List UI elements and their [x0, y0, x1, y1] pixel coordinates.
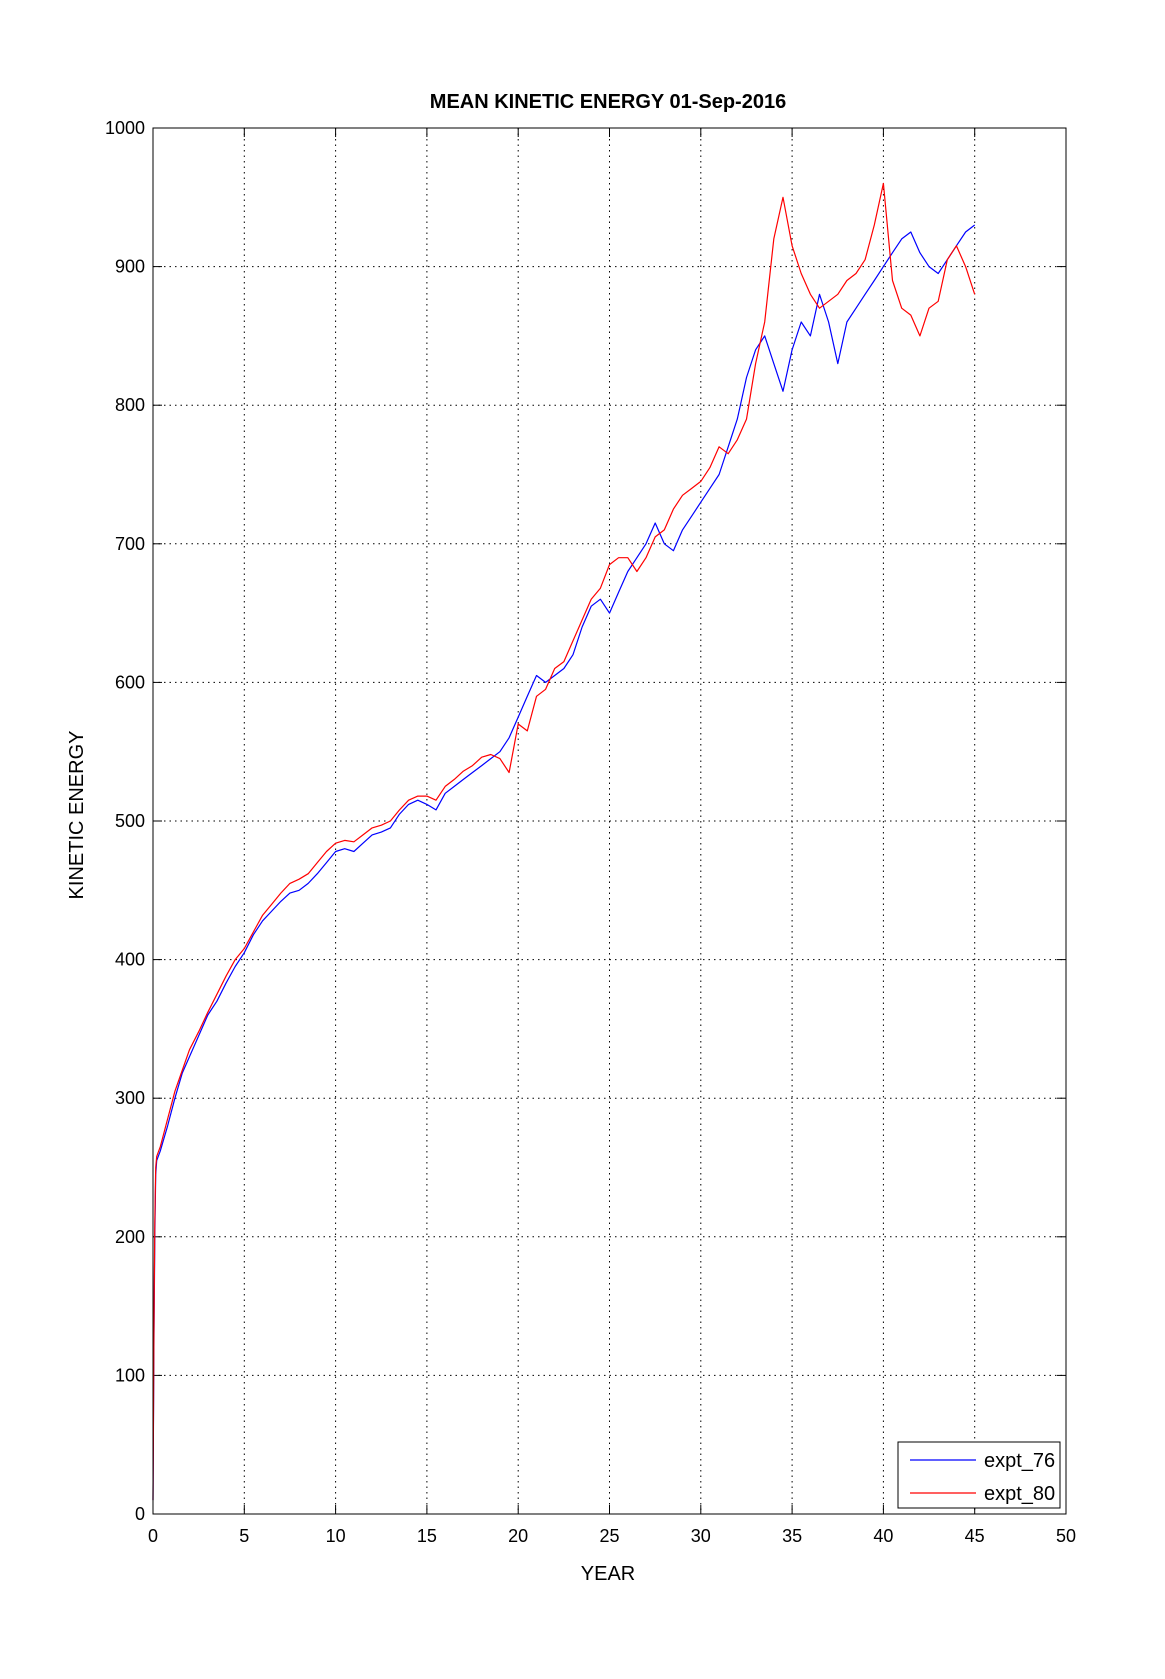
x-tick-label: 10 [326, 1526, 346, 1546]
x-tick-label: 15 [417, 1526, 437, 1546]
chart-title: MEAN KINETIC ENERGY 01-Sep-2016 [430, 91, 786, 113]
x-tick-label: 35 [782, 1526, 802, 1546]
x-tick-label: 50 [1056, 1526, 1076, 1546]
x-tick-label: 30 [691, 1526, 711, 1546]
x-tick-label: 5 [239, 1526, 249, 1546]
y-tick-label: 600 [115, 672, 145, 692]
x-tick-label: 25 [599, 1526, 619, 1546]
y-axis-label: KINETIC ENERGY [66, 731, 88, 900]
x-tick-label: 0 [148, 1526, 158, 1546]
x-axis-label: YEAR [581, 1563, 635, 1585]
y-tick-label: 1000 [105, 118, 145, 138]
y-tick-label: 100 [115, 1365, 145, 1385]
y-tick-label: 300 [115, 1088, 145, 1108]
legend-box [897, 1441, 1061, 1509]
plot-area: 0 5 10 15 20 25 30 35 40 45 5001002003004005006007… [105, 118, 1076, 1546]
y-tick-label: 800 [115, 395, 145, 415]
y-tick-label: 700 [115, 534, 145, 554]
y-tick-label: 0 [135, 1504, 145, 1524]
series-line-expt_76 [152, 224, 976, 1501]
x-tick-label: 45 [965, 1526, 985, 1546]
x-tick-label: 40 [873, 1526, 893, 1546]
legend-label-expt_76: expt_76 [984, 1450, 1055, 1472]
series-line-expt_80 [152, 182, 976, 1501]
y-tick-label: 200 [115, 1227, 145, 1247]
plot-frame [152, 127, 1067, 1515]
y-tick-label: 500 [115, 811, 145, 831]
y-tick-label: 400 [115, 950, 145, 970]
legend-label-expt_80: expt_80 [984, 1483, 1055, 1505]
y-tick-label: 900 [115, 257, 145, 277]
x-tick-label: 20 [508, 1526, 528, 1546]
